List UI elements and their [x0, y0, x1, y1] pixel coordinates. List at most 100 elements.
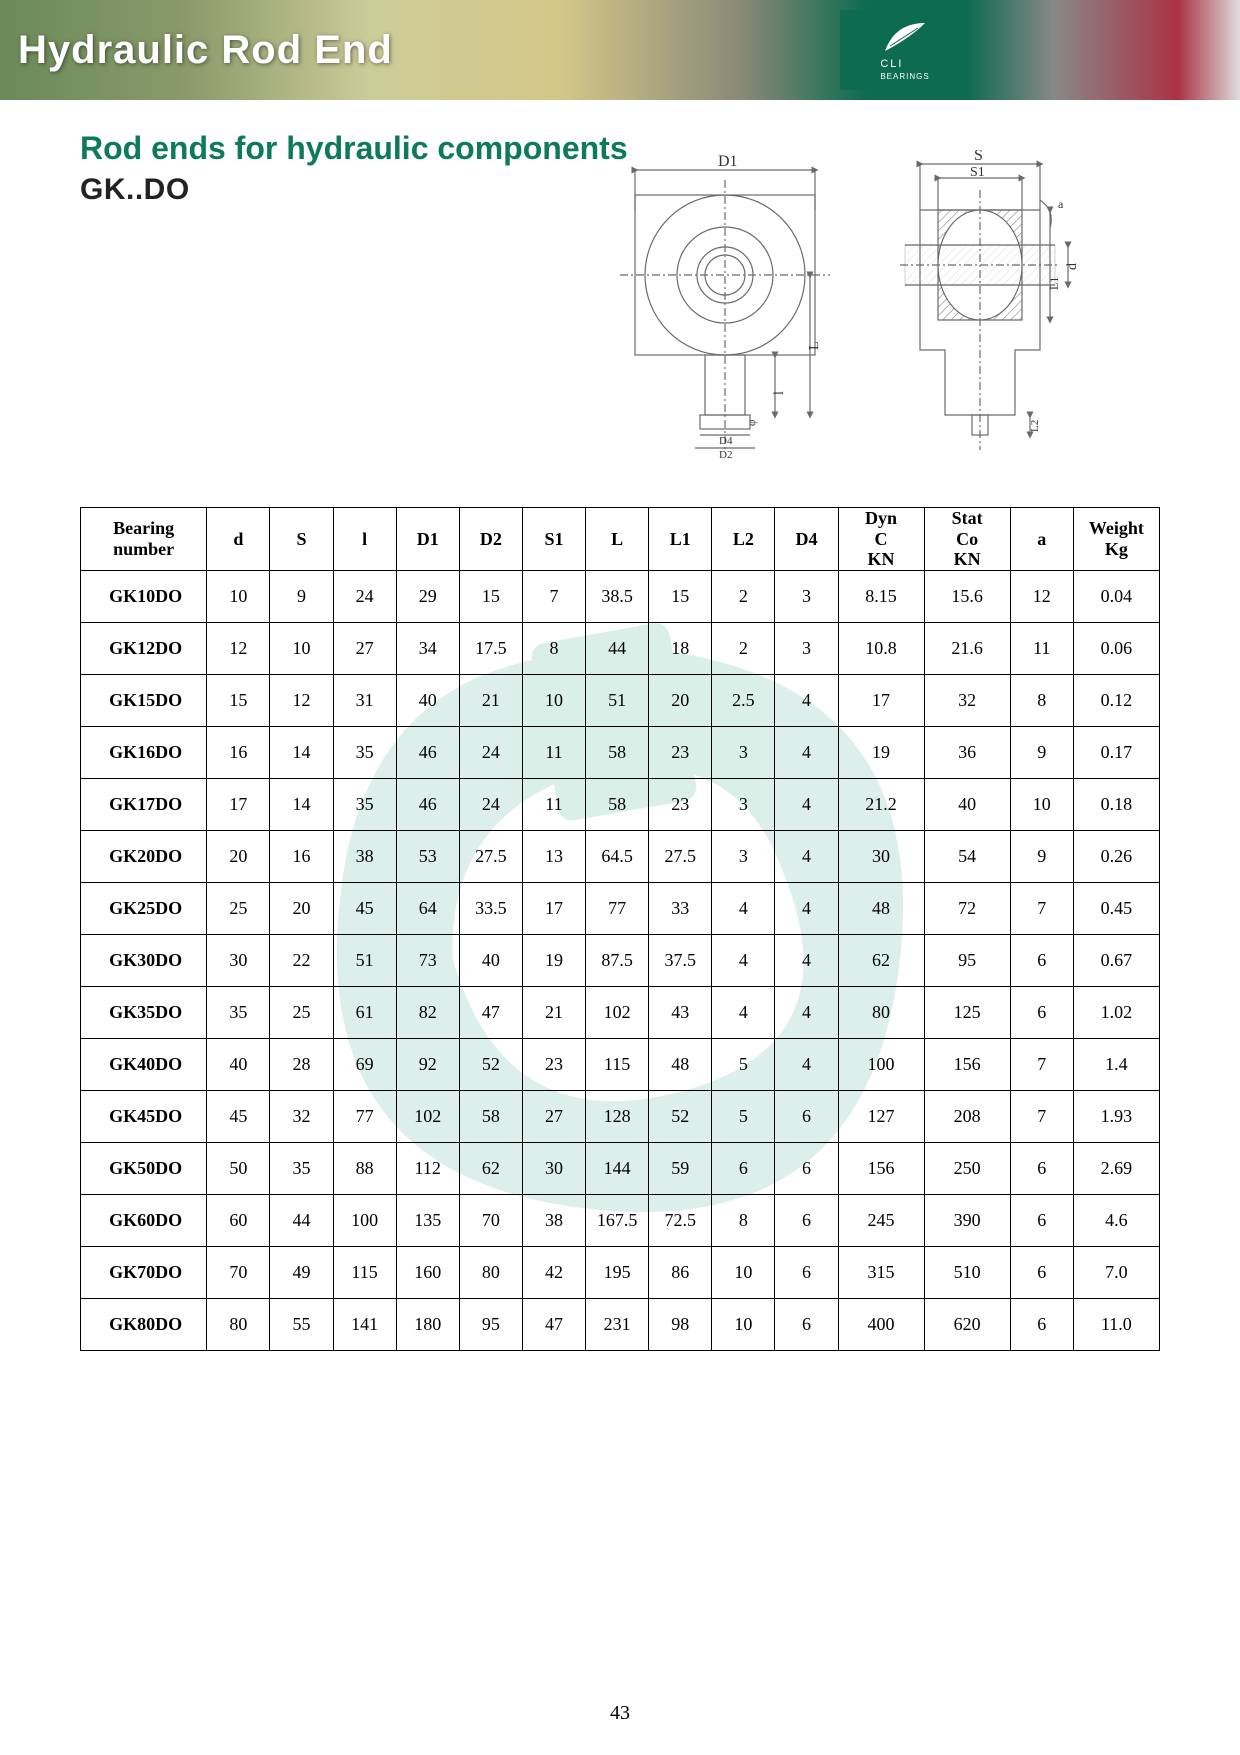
spec-cell: 47 [522, 1299, 585, 1351]
brand-logo: CLI BEARINGS [840, 10, 970, 90]
spec-cell: 6 [775, 1195, 838, 1247]
spec-cell: 0.12 [1073, 675, 1159, 727]
spec-cell: 82 [396, 987, 459, 1039]
spec-cell: 23 [649, 779, 712, 831]
spec-cell: 20 [207, 831, 270, 883]
spec-cell: 58 [586, 727, 649, 779]
spec-cell: 245 [838, 1195, 924, 1247]
spec-cell: 52 [649, 1091, 712, 1143]
spec-cell: 12 [1010, 571, 1073, 623]
spec-cell: 127 [838, 1091, 924, 1143]
spec-cell: 4 [775, 883, 838, 935]
column-header: L2 [712, 508, 775, 571]
spec-cell: 92 [396, 1039, 459, 1091]
spec-cell: 28 [270, 1039, 333, 1091]
column-header: S1 [522, 508, 585, 571]
spec-cell: 70 [459, 1195, 522, 1247]
spec-cell: 7 [1010, 883, 1073, 935]
spec-cell: 14 [270, 779, 333, 831]
spec-cell: 0.17 [1073, 727, 1159, 779]
spec-cell: 620 [924, 1299, 1010, 1351]
dim-label-D1: D1 [718, 153, 738, 170]
spec-cell: 112 [396, 1143, 459, 1195]
spec-cell: 38.5 [586, 571, 649, 623]
spec-cell: 64.5 [586, 831, 649, 883]
column-header: a [1010, 508, 1073, 571]
dim-label-t: φ [746, 420, 758, 426]
spec-cell: 6 [1010, 1247, 1073, 1299]
bearing-number-cell: GK10DO [81, 571, 207, 623]
page-content: Rod ends for hydraulic components GK..DO [0, 100, 1240, 1351]
column-header: D4 [775, 508, 838, 571]
spec-cell: 32 [924, 675, 1010, 727]
spec-cell: 390 [924, 1195, 1010, 1247]
spec-cell: 40 [924, 779, 1010, 831]
spec-cell: 400 [838, 1299, 924, 1351]
spec-cell: 24 [459, 727, 522, 779]
spec-cell: 14 [270, 727, 333, 779]
spec-cell: 17 [838, 675, 924, 727]
spec-cell: 38 [333, 831, 396, 883]
spec-cell: 4 [775, 1039, 838, 1091]
spec-cell: 125 [924, 987, 1010, 1039]
column-header: d [207, 508, 270, 571]
page-number: 43 [0, 1702, 1240, 1725]
spec-cell: 30 [207, 935, 270, 987]
spec-cell: 13 [522, 831, 585, 883]
spec-cell: 7.0 [1073, 1247, 1159, 1299]
spec-cell: 46 [396, 779, 459, 831]
spec-cell: 15 [649, 571, 712, 623]
spec-cell: 5 [712, 1039, 775, 1091]
spec-cell: 1.02 [1073, 987, 1159, 1039]
spec-cell: 38 [522, 1195, 585, 1247]
spec-cell: 55 [270, 1299, 333, 1351]
spec-cell: 37.5 [649, 935, 712, 987]
spec-cell: 156 [924, 1039, 1010, 1091]
spec-cell: 50 [207, 1143, 270, 1195]
column-header: S [270, 508, 333, 571]
spec-cell: 95 [924, 935, 1010, 987]
dim-label-S1: S1 [970, 165, 985, 180]
spec-cell: 40 [396, 675, 459, 727]
spec-cell: 0.26 [1073, 831, 1159, 883]
spec-cell: 21.2 [838, 779, 924, 831]
banner-title: Hydraulic Rod End [18, 28, 393, 73]
spec-cell: 61 [333, 987, 396, 1039]
spec-cell: 2.5 [712, 675, 775, 727]
spec-cell: 3 [712, 831, 775, 883]
table-row: GK30DO30225173401987.537.544629560.67 [81, 935, 1160, 987]
spec-cell: 6 [775, 1143, 838, 1195]
spec-cell: 27.5 [459, 831, 522, 883]
spec-cell: 98 [649, 1299, 712, 1351]
spec-cell: 40 [207, 1039, 270, 1091]
spec-cell: 35 [270, 1143, 333, 1195]
spec-cell: 102 [586, 987, 649, 1039]
spec-cell: 77 [333, 1091, 396, 1143]
spec-cell: 4 [775, 831, 838, 883]
spec-cell: 23 [522, 1039, 585, 1091]
banner: Hydraulic Rod End CLI BEARINGS [0, 0, 1240, 100]
spec-cell: 0.18 [1073, 779, 1159, 831]
spec-cell: 24 [459, 779, 522, 831]
spec-cell: 33.5 [459, 883, 522, 935]
spec-cell: 10 [522, 675, 585, 727]
bearing-number-cell: GK40DO [81, 1039, 207, 1091]
spec-cell: 2 [712, 623, 775, 675]
spec-cell: 25 [270, 987, 333, 1039]
spec-cell: 72 [924, 883, 1010, 935]
spec-cell: 6 [1010, 1195, 1073, 1247]
dim-label-L: L [807, 341, 822, 350]
column-header: L [586, 508, 649, 571]
spec-cell: 20 [270, 883, 333, 935]
spec-cell: 35 [333, 779, 396, 831]
spec-cell: 33 [649, 883, 712, 935]
spec-cell: 8.15 [838, 571, 924, 623]
spec-cell: 141 [333, 1299, 396, 1351]
spec-cell: 10 [712, 1247, 775, 1299]
spec-cell: 44 [586, 623, 649, 675]
bearing-number-cell: GK45DO [81, 1091, 207, 1143]
spec-cell: 250 [924, 1143, 1010, 1195]
spec-cell: 49 [270, 1247, 333, 1299]
spec-cell: 10 [1010, 779, 1073, 831]
spec-cell: 23 [649, 727, 712, 779]
